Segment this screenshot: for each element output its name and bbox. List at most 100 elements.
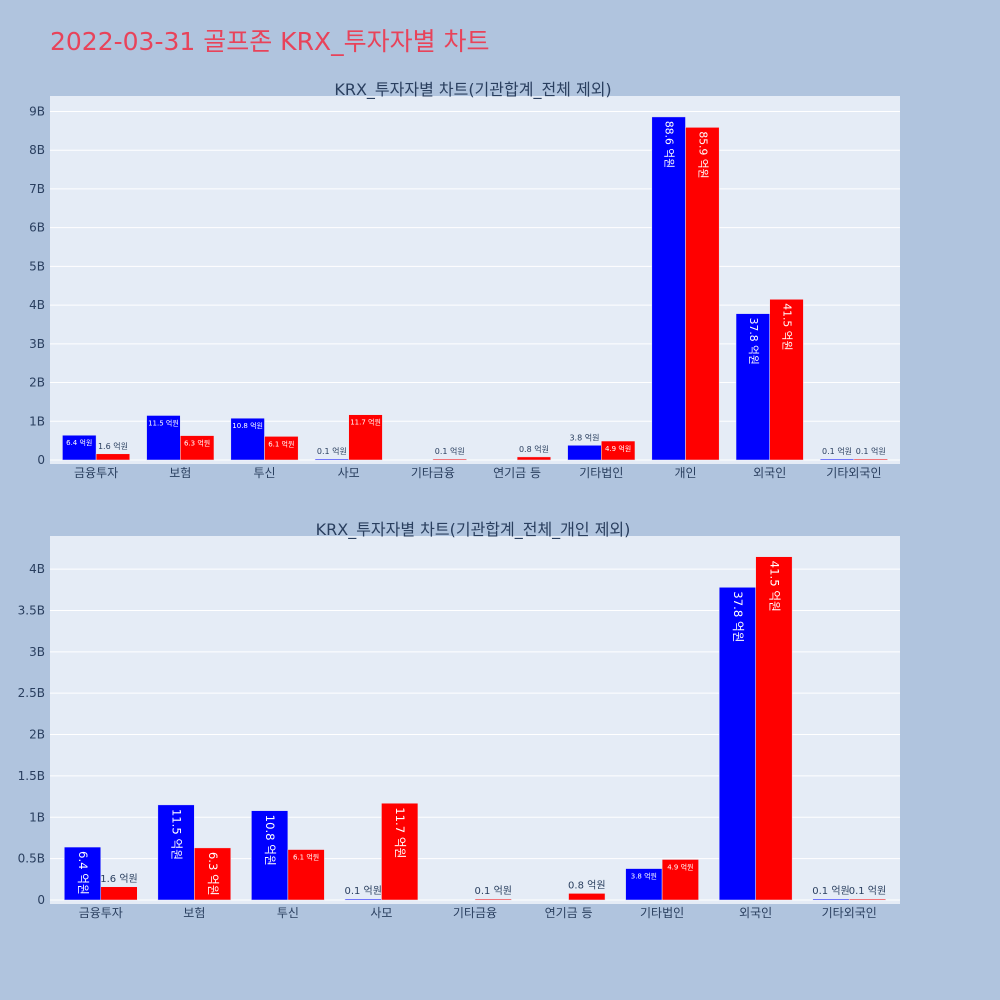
bar-value-label: 11.5 억원 bbox=[170, 809, 184, 860]
bar-buy bbox=[625, 868, 663, 901]
x-tick-label: 사모 bbox=[370, 906, 392, 920]
bar-value-label: 0.8 억원 bbox=[568, 879, 605, 891]
x-tick-label: 보험 bbox=[183, 906, 205, 920]
bar-buy bbox=[157, 804, 195, 901]
bar-buy bbox=[567, 445, 602, 461]
bar-value-label: 1.6 억원 bbox=[100, 873, 137, 885]
y-tick-label: 1B bbox=[29, 414, 45, 428]
bar-sell bbox=[516, 456, 552, 461]
bar-value-label: 6.1 억원 bbox=[268, 439, 294, 448]
x-tick-label: 보험 bbox=[169, 466, 191, 480]
bar-buy bbox=[251, 810, 289, 901]
chart-top: 0 1B 2B 3B 4B 5B 6B 7B 8B 9B KRX_투자자별 차트(기관합계_전체 제… bbox=[29, 80, 900, 480]
bar-sell bbox=[848, 898, 886, 901]
x-tick-label: 금융투자 bbox=[74, 466, 118, 480]
y-tick-label: 2B bbox=[29, 728, 45, 742]
bar-sell bbox=[264, 436, 299, 461]
y-tick-label: 5B bbox=[29, 259, 45, 273]
y-tick-label: 8B bbox=[29, 143, 45, 157]
bar-value-label: 88.6 억원 bbox=[663, 121, 676, 168]
bar-buy bbox=[718, 587, 756, 901]
x-tick-label: 기타외국인 bbox=[822, 906, 877, 920]
bar-buy bbox=[146, 415, 181, 461]
bar-buy bbox=[819, 458, 855, 461]
bar-sell bbox=[601, 440, 636, 461]
bar-value-label: 10.8 억원 bbox=[263, 815, 277, 866]
y-tick-label: 4B bbox=[29, 562, 45, 576]
bar-value-label: 37.8 억원 bbox=[747, 318, 760, 365]
x-tick-label: 기타금융 bbox=[411, 466, 455, 480]
bar-value-label: 6.4 억원 bbox=[66, 438, 92, 447]
bar-value-label: 0.1 억원 bbox=[475, 885, 512, 897]
bar-value-label: 1.6 억원 bbox=[98, 441, 128, 451]
bar-value-label: 41.5 억원 bbox=[781, 303, 794, 350]
bar-value-label: 37.8 억원 bbox=[731, 591, 745, 642]
x-tick-label: 기타법인 bbox=[640, 906, 684, 920]
x-tick-label: 기타법인 bbox=[579, 466, 623, 480]
bar-value-label: 0.1 억원 bbox=[344, 885, 381, 897]
chart-title: KRX_투자자별 차트(기관합계_전체_개인 제외) bbox=[316, 520, 631, 540]
bar-buy bbox=[812, 898, 850, 901]
bar-value-label: 0.1 억원 bbox=[435, 446, 465, 456]
bar-value-label: 11.5 억원 bbox=[148, 418, 179, 427]
bar-value-label: 11.7 억원 bbox=[393, 807, 407, 858]
x-tick-label: 연기금 등 bbox=[493, 466, 541, 480]
bar-value-label: 6.3 억원 bbox=[184, 439, 210, 448]
bar-buy bbox=[64, 846, 102, 901]
y-tick-label: 0 bbox=[37, 453, 45, 467]
bar-buy bbox=[344, 898, 382, 901]
x-tick-label: 투신 bbox=[253, 466, 275, 480]
bar-sell bbox=[348, 414, 383, 461]
x-tick-label: 외국인 bbox=[753, 466, 786, 480]
bar-value-label: 0.1 억원 bbox=[317, 446, 347, 456]
bar-sell bbox=[474, 898, 512, 901]
y-tick-label: 3.5B bbox=[18, 603, 45, 617]
bar-value-label: 6.3 억원 bbox=[206, 852, 220, 896]
x-tick-label: 개인 bbox=[674, 466, 696, 480]
bar-value-label: 41.5 억원 bbox=[767, 561, 781, 612]
bar-buy bbox=[62, 434, 97, 461]
x-tick-label: 금융투자 bbox=[79, 906, 123, 920]
chart-title: KRX_투자자별 차트(기관합계_전체 제외) bbox=[334, 80, 611, 100]
bar-value-label: 10.8 억원 bbox=[232, 421, 263, 430]
bar-value-label: 6.4 억원 bbox=[76, 851, 90, 895]
bar-value-label: 0.1 억원 bbox=[856, 446, 886, 456]
bar-buy bbox=[314, 458, 349, 461]
bar-value-label: 0.8 억원 bbox=[519, 444, 549, 454]
bar-value-label: 6.1 억원 bbox=[293, 853, 319, 862]
bar-sell bbox=[100, 886, 138, 901]
chart-bottom: 0 0.5B 1B 1.5B 2B 2.5B 3B 3.5B 4B KRX_투자자별 차트(기관합… bbox=[18, 520, 900, 920]
y-tick-label: 7B bbox=[29, 182, 45, 196]
bar-value-label: 4.9 억원 bbox=[605, 444, 631, 453]
bar-sell bbox=[180, 435, 215, 461]
bar-value-label: 3.8 억원 bbox=[631, 872, 657, 881]
y-tick-label: 1B bbox=[29, 810, 45, 824]
y-tick-label: 0 bbox=[37, 893, 45, 907]
bar-buy bbox=[230, 417, 265, 461]
x-tick-label: 투신 bbox=[277, 906, 299, 920]
bar-value-label: 0.1 억원 bbox=[849, 885, 886, 897]
bar-value-label: 11.7 억원 bbox=[350, 418, 381, 427]
y-tick-label: 3B bbox=[29, 337, 45, 351]
y-tick-label: 6B bbox=[29, 221, 45, 235]
bar-value-label: 85.9 억원 bbox=[696, 131, 709, 178]
x-tick-label: 연기금 등 bbox=[545, 906, 593, 920]
bar-sell bbox=[853, 458, 888, 461]
x-tick-label: 기타외국인 bbox=[826, 466, 881, 480]
x-tick-label: 기타금융 bbox=[453, 906, 497, 920]
bar-sell bbox=[661, 859, 699, 901]
y-tick-label: 2B bbox=[29, 376, 45, 390]
bar-sell bbox=[381, 802, 419, 901]
page-title: 2022-03-31 골프존 KRX_투자자별 차트 bbox=[50, 27, 490, 56]
bar-value-label: 3.8 억원 bbox=[569, 432, 599, 442]
y-tick-label: 3B bbox=[29, 645, 45, 659]
bar-sell bbox=[95, 453, 131, 461]
bar-sell bbox=[194, 847, 232, 901]
x-tick-label: 사모 bbox=[338, 466, 360, 480]
bar-sell bbox=[755, 556, 793, 901]
y-tick-label: 9B bbox=[29, 104, 45, 118]
bar-sell bbox=[769, 299, 804, 461]
y-tick-label: 0.5B bbox=[18, 852, 45, 866]
x-tick-label: 외국인 bbox=[739, 906, 772, 920]
